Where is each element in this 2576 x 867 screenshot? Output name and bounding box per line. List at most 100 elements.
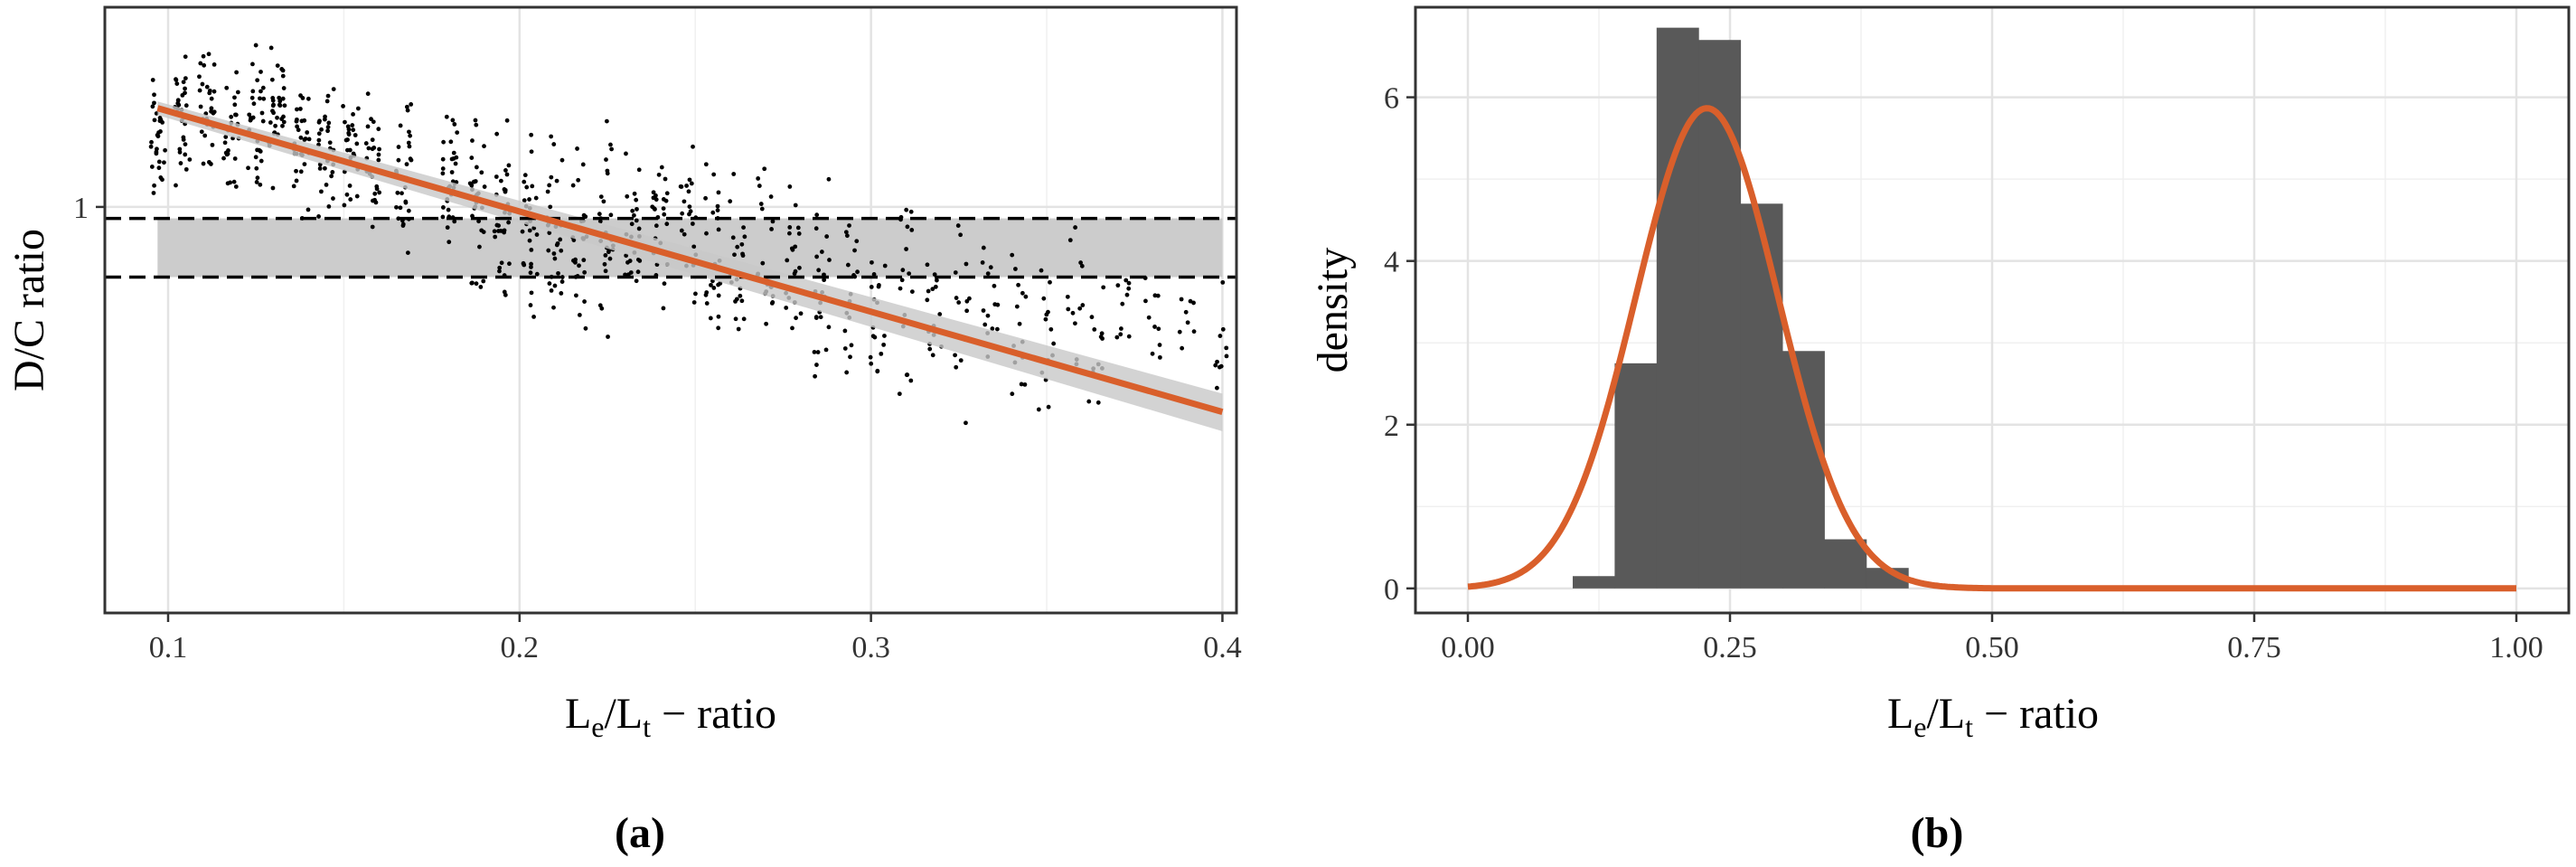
- scatter-point: [492, 229, 497, 234]
- scatter-point: [198, 104, 203, 109]
- scatter-point: [652, 206, 657, 212]
- y-tick-label: 2: [1384, 410, 1399, 443]
- scatter-point: [576, 177, 581, 183]
- scatter-point: [852, 274, 858, 279]
- scatter-point: [687, 212, 691, 217]
- scatter-point: [477, 244, 482, 250]
- x-tick-label: 0.3: [851, 631, 890, 664]
- scatter-point: [756, 176, 761, 181]
- scatter-point: [1072, 321, 1077, 326]
- scatter-point: [177, 149, 183, 155]
- scatter-point: [504, 172, 510, 177]
- scatter-point: [548, 204, 553, 210]
- regression-line: [156, 105, 1224, 416]
- scatter-point: [406, 140, 411, 146]
- scatter-point: [871, 272, 877, 277]
- scatter-point: [207, 90, 212, 96]
- scatter-point: [715, 203, 720, 209]
- scatter-point: [703, 195, 708, 201]
- scatter-point: [440, 156, 446, 162]
- scatter-point: [908, 378, 914, 383]
- scatter-point: [1048, 326, 1054, 332]
- scatter-point: [1217, 364, 1222, 370]
- scatter-point: [793, 269, 798, 274]
- histogram-bar: [1656, 27, 1699, 589]
- scatter-point: [503, 168, 508, 173]
- scatter-point: [1152, 325, 1157, 329]
- panel-a: 0.1 0.2 0.3 0.4 1 D/C ratio Le/Lt − ratio (a…: [5, 5, 1242, 857]
- scatter-point: [826, 176, 832, 182]
- scatter-point: [150, 104, 155, 109]
- scatter-point: [303, 137, 308, 141]
- scatter-point: [632, 191, 637, 196]
- scatter-point: [343, 119, 347, 125]
- scatter-point: [547, 231, 552, 235]
- scatter-point: [958, 358, 964, 363]
- scatter-point: [440, 214, 446, 220]
- scatter-point: [597, 212, 602, 217]
- scatter-point: [224, 152, 230, 157]
- scatter-point: [223, 135, 229, 139]
- scatter-point: [1051, 341, 1057, 346]
- scatter-point: [259, 89, 263, 94]
- scatter-point: [178, 161, 183, 165]
- scatter-point: [233, 184, 239, 189]
- scatter-point: [527, 197, 531, 202]
- scatter-point: [259, 158, 264, 164]
- scatter-point: [325, 128, 330, 134]
- scatter-point: [493, 234, 498, 240]
- scatter-point: [376, 127, 381, 132]
- scatter-point: [162, 160, 166, 165]
- scatter-point: [679, 228, 684, 233]
- scatter-point: [327, 140, 333, 146]
- scatter-point: [158, 175, 164, 180]
- scatter-point: [253, 42, 259, 48]
- scatter-point: [770, 300, 776, 305]
- scatter-point: [277, 95, 282, 100]
- scatter-point: [661, 306, 666, 311]
- scatter-point: [682, 231, 687, 237]
- scatter-point: [277, 99, 283, 104]
- scatter-point: [507, 261, 512, 267]
- scatter-point: [365, 91, 371, 97]
- scatter-point: [904, 372, 909, 378]
- scatter-point: [933, 284, 938, 289]
- scatter-point: [260, 118, 266, 124]
- histogram-bar: [1573, 576, 1615, 589]
- scatter-point: [545, 189, 550, 194]
- scatter-point: [295, 124, 300, 129]
- scatter-point: [268, 45, 274, 51]
- scatter-point: [406, 208, 411, 213]
- scatter-point: [152, 183, 156, 188]
- scatter-point: [687, 177, 692, 183]
- scatter-point: [1185, 320, 1190, 325]
- scatter-point: [716, 190, 721, 195]
- scatter-point: [686, 189, 691, 194]
- scatter-point: [400, 223, 406, 228]
- scatter-point: [183, 152, 188, 157]
- scatter-point: [549, 288, 554, 293]
- scatter-point: [496, 223, 501, 228]
- scatter-point: [826, 325, 832, 330]
- scatter-point: [628, 270, 634, 275]
- scatter-point: [995, 326, 1000, 332]
- scatter-point: [930, 287, 935, 292]
- scatter-point: [1150, 351, 1155, 356]
- scatter-point: [479, 170, 484, 175]
- scatter-point: [551, 142, 557, 146]
- scatter-point: [1155, 293, 1161, 298]
- scatter-point: [852, 248, 857, 253]
- scatter-point: [881, 342, 887, 347]
- scatter-point: [281, 119, 287, 125]
- scatter-point: [229, 114, 234, 119]
- scatter-point: [183, 142, 188, 147]
- scatter-point: [574, 293, 578, 298]
- scatter-point: [1217, 334, 1223, 338]
- scatter-point: [738, 293, 743, 298]
- scatter-point: [529, 265, 533, 269]
- scatter-point: [451, 150, 456, 155]
- scatter-point: [1010, 391, 1015, 397]
- scatter-point: [790, 325, 794, 331]
- scatter-point: [497, 265, 503, 270]
- scatter-point: [634, 197, 639, 203]
